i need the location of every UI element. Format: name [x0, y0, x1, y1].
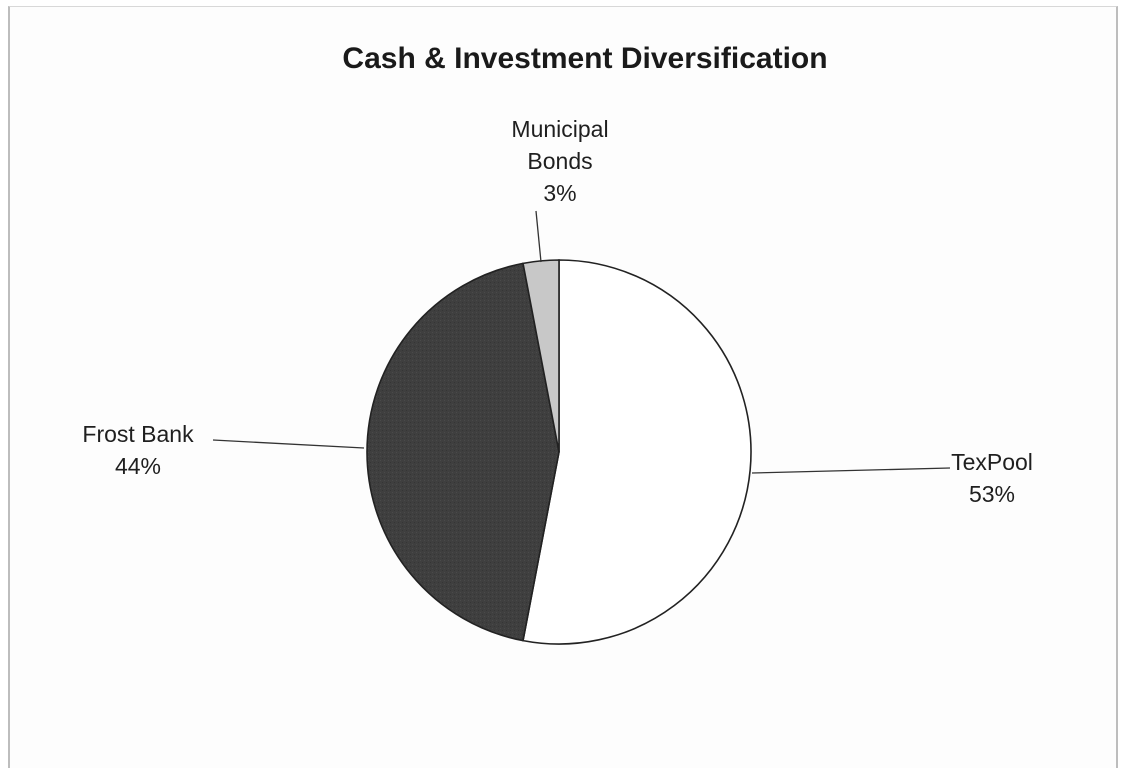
- slice-texpool: [522, 259, 752, 645]
- slice-frost-bank: [366, 262, 560, 642]
- leader-frost-bank: [212, 439, 365, 449]
- label-municipal-bonds-value: 3%: [543, 180, 576, 206]
- label-frost-bank-value: 44%: [115, 453, 161, 479]
- pie-slices: [366, 259, 752, 645]
- label-texpool-value: 53%: [969, 481, 1015, 507]
- leader-texpool: [751, 467, 951, 474]
- label-texpool-name: TexPool: [951, 449, 1033, 475]
- label-frost-bank-name: Frost Bank: [82, 421, 194, 447]
- label-municipal-bonds-name-line2: Bonds: [527, 148, 592, 174]
- chart-title: Cash & Investment Diversification: [342, 42, 827, 75]
- label-municipal-bonds-name-line1: Municipal: [511, 116, 608, 142]
- leader-municipal-bonds: [535, 210, 542, 263]
- leader-lines: [212, 210, 951, 474]
